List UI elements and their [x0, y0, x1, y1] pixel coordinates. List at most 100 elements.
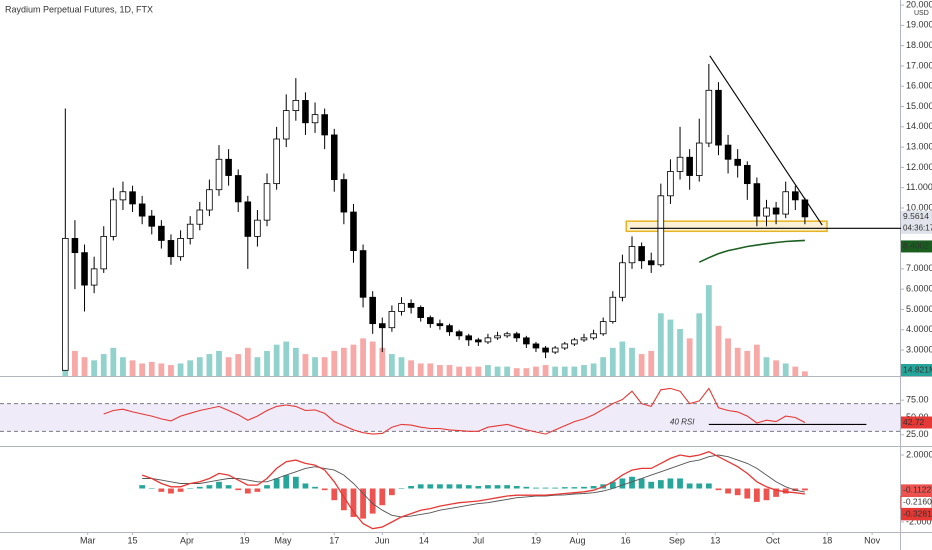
- histogram-tag: -0.1122: [903, 485, 931, 495]
- candle-body: [302, 100, 309, 124]
- volume-bar: [456, 366, 463, 376]
- histogram-bar: [465, 485, 472, 489]
- candle-body: [330, 134, 338, 180]
- rsi-band: [0, 403, 900, 432]
- volume-bar: [648, 350, 655, 376]
- candle-body: [311, 114, 319, 124]
- candle-body: [119, 191, 127, 201]
- candle-body: [667, 171, 674, 197]
- candle-body: [705, 89, 713, 144]
- histogram-bar: [417, 484, 424, 489]
- rsi-tag-bg: [901, 416, 932, 429]
- x-tick-label: May: [275, 535, 293, 545]
- histogram-bar: [715, 488, 722, 491]
- candle-body: [446, 325, 453, 333]
- volume-bar: [216, 350, 222, 376]
- histogram-bar: [235, 488, 242, 491]
- histogram-bar: [609, 481, 616, 489]
- candle-body: [523, 337, 530, 345]
- volume-bar: [657, 313, 664, 376]
- histogram-bar: [744, 488, 751, 499]
- x-tick-label: Jul: [473, 535, 485, 545]
- histogram-bar: [360, 488, 366, 519]
- volume-bar: [158, 363, 165, 376]
- histogram-bar: [244, 488, 251, 494]
- volume-bar: [321, 357, 328, 376]
- volume-bar: [619, 341, 626, 376]
- histogram-bar: [734, 488, 741, 496]
- y-tick-label: 5.0000: [906, 304, 932, 314]
- histogram-bar: [677, 478, 683, 489]
- volume-bar: [427, 363, 434, 376]
- volume-bar: [475, 366, 482, 376]
- x-tick-label: 14: [419, 535, 429, 545]
- histogram-tag-bg: [901, 484, 932, 497]
- histogram-bar: [446, 484, 453, 489]
- histogram-bar: [782, 488, 789, 494]
- volume-bar: [744, 350, 751, 376]
- volume-bar: [196, 357, 203, 376]
- candle-body: [129, 191, 136, 205]
- volume-bar: [110, 347, 117, 376]
- y-tick-label: 25.00: [906, 429, 929, 439]
- histogram-bar: [504, 485, 511, 489]
- volume-bar: [340, 347, 347, 376]
- histogram-bar: [340, 488, 347, 511]
- volume-bar: [177, 363, 184, 376]
- volume-bar: [360, 338, 366, 376]
- volume-bar: [417, 363, 424, 376]
- volume-bar: [696, 313, 703, 376]
- volume-bar: [686, 338, 693, 376]
- volume-bar: [523, 368, 530, 376]
- candle-body: [167, 240, 175, 258]
- drawing-rectangle: [625, 220, 828, 233]
- histogram-bar: [773, 488, 779, 497]
- candle-body: [321, 114, 328, 136]
- candle-body: [340, 179, 348, 213]
- histogram-bar: [590, 485, 597, 489]
- y-tick-label: 15.0000: [906, 101, 932, 111]
- volume-bar: [350, 344, 357, 376]
- candle-body: [148, 215, 156, 227]
- histogram-bar: [619, 478, 626, 489]
- candle-body: [206, 189, 213, 211]
- candle-body: [695, 142, 703, 176]
- volume-bar: [389, 354, 395, 376]
- macd-tag: -0.3281: [903, 509, 932, 519]
- histogram-bar: [686, 483, 693, 489]
- histogram-bar: [696, 483, 703, 489]
- volume-bar: [677, 329, 683, 376]
- histogram-bar: [196, 486, 203, 489]
- signal-tag: -0.2160: [903, 497, 932, 507]
- candle-body: [551, 347, 559, 353]
- candle-body: [686, 156, 693, 176]
- histogram-bar: [763, 488, 770, 501]
- candle-body: [619, 262, 626, 298]
- histogram-bar: [581, 486, 587, 489]
- volume-bar: [437, 365, 443, 376]
- candle-body: [273, 138, 280, 185]
- candle-body: [763, 207, 770, 217]
- histogram-bar: [485, 485, 491, 489]
- histogram-bar: [283, 475, 290, 489]
- y-tick-label: -2.0000: [906, 516, 932, 526]
- histogram-bar: [513, 485, 520, 489]
- last-price-tag: 9.5614: [903, 211, 929, 221]
- candle-body: [177, 238, 184, 258]
- x-tick-label: 19: [240, 535, 250, 545]
- candle-body: [292, 100, 300, 111]
- volume-bar: [206, 354, 213, 376]
- volume-bar: [773, 360, 779, 376]
- volume-bar: [542, 365, 549, 376]
- y-tick-label: 18.0000: [906, 40, 932, 50]
- candle-body: [282, 110, 290, 140]
- x-tick-label: 19: [531, 535, 541, 545]
- candle-body: [62, 238, 69, 371]
- volume-bar: [465, 366, 472, 376]
- histogram-bar: [754, 488, 760, 502]
- candle-body: [542, 347, 549, 353]
- x-tick-label: Aug: [570, 535, 586, 545]
- candle-body: [532, 343, 540, 349]
- volume-bar: [561, 366, 568, 376]
